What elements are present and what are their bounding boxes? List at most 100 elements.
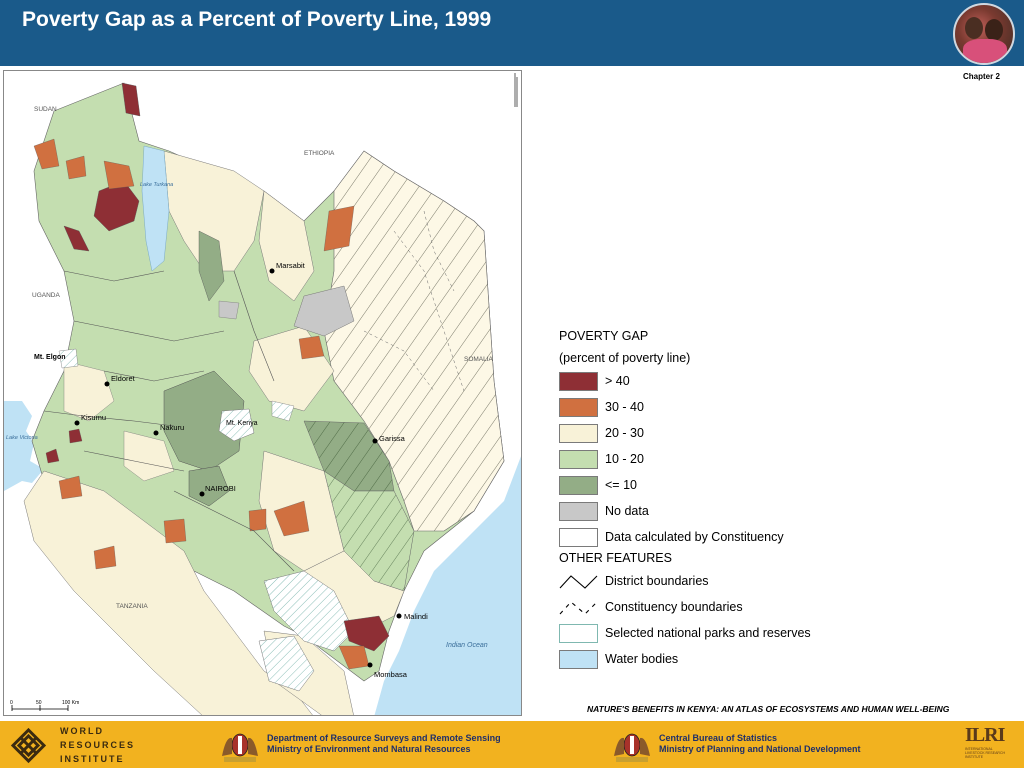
turkana-west-red (63, 225, 90, 252)
kenya-coat-of-arms-icon (222, 733, 258, 762)
orange-isiolo (298, 335, 325, 360)
legend-label-district: District boundaries (605, 574, 709, 588)
orange-moyale (323, 205, 355, 252)
label-indian-ocean: Indian Ocean (446, 642, 488, 649)
ilri-logo: ILRI INTERNATIONAL LIVESTOCK RESEARCH IN… (965, 724, 1009, 766)
southwest-yellow (23, 470, 313, 715)
legend-label-water: Water bodies (605, 652, 679, 666)
lokichoggio-red (121, 82, 141, 117)
nodata-region-1 (293, 285, 355, 337)
dept2-line-2: Ministry of Planning and National Develo… (659, 744, 861, 754)
marsabit-yellow (258, 190, 315, 302)
town-dots (74, 268, 402, 668)
dept1-line-2: Ministry of Environment and Natural Reso… (267, 744, 471, 754)
legend-swatch-10-20 (559, 450, 598, 469)
legend-label-constituency-boundary: Constituency boundaries (605, 600, 743, 614)
west-yellow-2 (123, 430, 175, 482)
legend-row-parks: Selected national parks and reserves (559, 624, 859, 650)
lake-victoria (4, 401, 44, 491)
park-mtkenya (218, 408, 255, 442)
wri-knot-logo-icon (10, 727, 47, 764)
park-hatch-icon (559, 624, 598, 643)
dept1-line-1: Department of Resource Surveys and Remot… (267, 733, 501, 743)
park-amboseli (258, 635, 315, 692)
page-title: Poverty Gap as a Percent of Poverty Line… (22, 8, 492, 31)
orange-northwest-1 (33, 138, 60, 170)
orange-central (248, 508, 267, 532)
label-mt-kenya: Mt. Kenya (226, 420, 258, 427)
legend-label-parks: Selected national parks and reserves (605, 626, 811, 640)
town-kisumu: Kisumu (81, 413, 106, 422)
atlas-title: NATURE'S BENEFITS IN KENYA: AN ATLAS OF … (587, 704, 950, 714)
legend-swatch-gt40 (559, 372, 598, 391)
orange-narok (93, 545, 117, 570)
wri-name: WORLD RESOURCES INSTITUTE (60, 724, 150, 766)
legend-row-gt40: > 40 (559, 372, 859, 398)
legend-other-title: OTHER FEATURES (559, 551, 672, 565)
label-somalia: SOMALIA (464, 356, 494, 363)
label-mt-elgon: Mt. Elgon (34, 354, 66, 361)
town-marsabit: Marsabit (276, 261, 306, 270)
west-red-2 (45, 448, 60, 464)
legend-title: POVERTY GAP (559, 329, 649, 343)
label-lake-victoria: Lake Victoria (6, 435, 38, 441)
legend-label-gt40: > 40 (605, 374, 630, 388)
northwest-darkgreen (198, 230, 225, 302)
wri-line-3: INSTITUTE (60, 754, 125, 764)
scale-label-50: 50 (36, 700, 42, 706)
town-garissa: Garissa (379, 434, 406, 443)
label-lake-turkana: Lake Turkana (140, 182, 173, 188)
header-bar: Poverty Gap as a Percent of Poverty Line… (0, 0, 1024, 66)
legend-swatch-nodata (559, 502, 598, 521)
park-meru (271, 400, 295, 422)
children-photo (953, 3, 1015, 65)
legend-row-le10: <= 10 (559, 476, 859, 502)
legend-label-constituency: Data calculated by Constituency (605, 530, 784, 544)
orange-kitui (273, 500, 310, 537)
legend-swatch-30-40 (559, 398, 598, 417)
legend-row-district: District boundaries (559, 572, 859, 598)
orange-northwest-2 (65, 155, 87, 180)
scale-label-0: 0 (10, 700, 13, 706)
legend-label-30-40: 30 - 40 (605, 400, 644, 414)
wri-line-1: WORLD (60, 726, 104, 736)
dashed-line-icon (559, 601, 598, 615)
dept2-line-1: Central Bureau of Statistics (659, 733, 778, 743)
legend-row-20-30: 20 - 30 (559, 424, 859, 450)
nairobi-darkgreen (188, 465, 230, 507)
legend-label-20-30: 20 - 30 (605, 426, 644, 440)
park-elgon (58, 348, 79, 369)
legend-row-constituency-boundary: Constituency boundaries (559, 598, 859, 624)
legend-row-10-20: 10 - 20 (559, 450, 859, 476)
west-yellow-1 (63, 360, 115, 422)
map-legend: POVERTY GAP (percent of poverty line) > … (559, 328, 859, 676)
scale-bar: 0 50 100 Km (10, 700, 79, 711)
ilri-subtitle: INTERNATIONAL LIVESTOCK RESEARCH INSTITU… (965, 747, 1006, 759)
chapter-label: Chapter 2 (963, 72, 1000, 81)
legend-label-10-20: 10 - 20 (605, 452, 644, 466)
orange-west (58, 475, 83, 500)
lake-turkana (141, 145, 170, 272)
legend-subtitle: (percent of poverty line) (559, 351, 691, 365)
label-ethiopia: ETHIOPIA (304, 150, 335, 157)
orange-kajiado (163, 518, 187, 544)
town-eldoret: Eldoret (111, 374, 136, 383)
town-nairobi: NAIROBI (205, 484, 236, 493)
central-darkgreen (163, 370, 245, 472)
label-sudan: SUDAN (34, 106, 57, 113)
kenya-map[interactable]: SUDAN ETHIOPIA UGANDA SOMALIA TANZANIA L… (3, 70, 522, 716)
legend-swatch-constituency (559, 528, 598, 547)
west-red-1 (68, 428, 83, 444)
north-arrow-icon (514, 73, 518, 107)
kilifi-red (343, 615, 390, 652)
wri-line-2: RESOURCES (60, 740, 136, 750)
legend-label-le10: <= 10 (605, 478, 637, 492)
constituency-boundaries (363, 210, 465, 392)
legend-row-30-40: 30 - 40 (559, 398, 859, 424)
legend-row-nodata: No data (559, 502, 859, 528)
legend-label-nodata: No data (605, 504, 649, 518)
orange-turkana (103, 160, 135, 190)
scale-label-100: 100 Km (62, 700, 79, 706)
nodata-region-2 (218, 300, 240, 320)
